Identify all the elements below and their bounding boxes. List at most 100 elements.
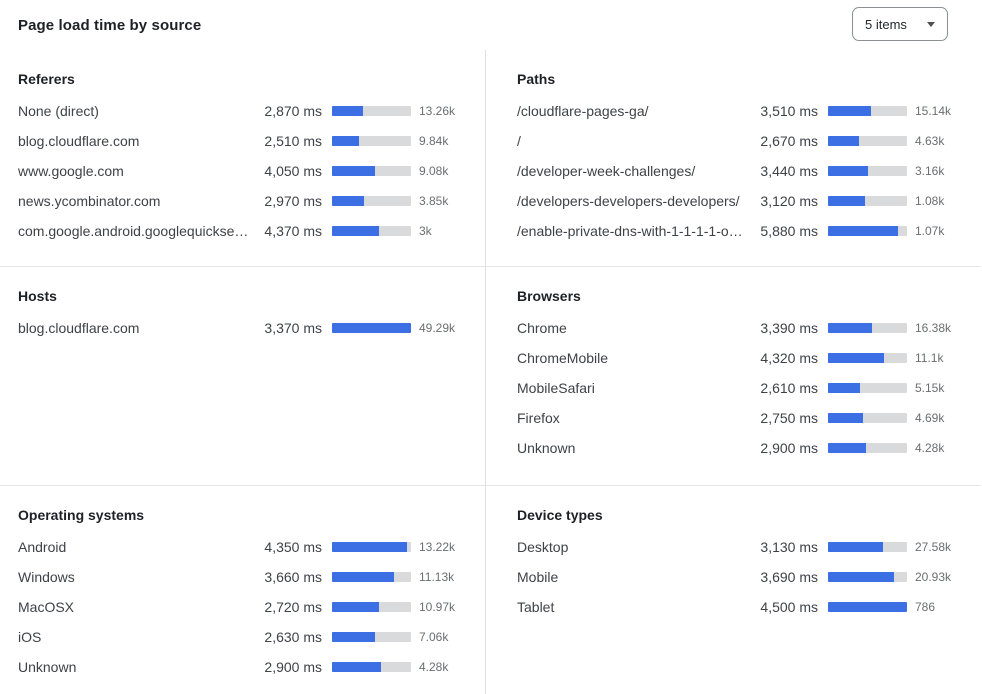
row-bar-fill bbox=[828, 572, 894, 582]
metric-row[interactable]: iOS 2,630 ms 7.06k bbox=[18, 622, 469, 652]
row-count: 10.97k bbox=[419, 600, 456, 614]
panel-browsers: Browsers Chrome 3,390 ms 16.38k ChromeMobile… bbox=[486, 266, 981, 485]
row-count: 9.08k bbox=[419, 164, 449, 178]
panel-device-types: Device types Desktop 3,130 ms 27.58k Mobile 3… bbox=[486, 485, 981, 694]
row-label: Tablet bbox=[517, 599, 555, 615]
metric-row[interactable]: Firefox 2,750 ms 4.69k bbox=[517, 403, 965, 433]
metric-row[interactable]: Android 4,350 ms 13.22k bbox=[18, 532, 469, 562]
row-bar-fill bbox=[332, 226, 380, 236]
row-load-time: 5,880 ms bbox=[760, 223, 818, 239]
row-bar-track bbox=[332, 226, 411, 236]
row-bar-track bbox=[332, 196, 411, 206]
metric-row[interactable]: /developers-developers-developers/3,120 … bbox=[517, 186, 965, 216]
row-load-time: 3,690 ms bbox=[760, 569, 818, 585]
widget-header: Page load time by source 5 items bbox=[0, 0, 982, 50]
row-bar-track bbox=[828, 602, 907, 612]
row-count: 20.93k bbox=[915, 570, 952, 584]
row-label: news.ycombinator.com bbox=[18, 193, 161, 209]
metric-row[interactable]: news.ycombinator.com 2,970 ms 3.85k bbox=[18, 186, 469, 216]
row-count: 4.28k bbox=[915, 441, 945, 455]
metric-row[interactable]: Windows 3,660 ms 11.13k bbox=[18, 562, 469, 592]
row-bar-track bbox=[332, 632, 411, 642]
metric-row[interactable]: /developer-week-challenges/3,440 ms 3.16k bbox=[517, 156, 965, 186]
row-label: Desktop bbox=[517, 539, 569, 555]
row-bar-fill bbox=[332, 602, 379, 612]
row-count: 11.1k bbox=[915, 351, 944, 365]
row-bar-track bbox=[828, 542, 907, 552]
chevron-down-icon bbox=[927, 21, 935, 27]
metric-row[interactable]: com.google.android.googlequicksearc… 4,37… bbox=[18, 216, 469, 246]
row-count: 5.15k bbox=[915, 381, 945, 395]
metric-row[interactable]: Unknown 2,900 ms 4.28k bbox=[18, 652, 469, 682]
row-bar-track bbox=[828, 413, 907, 423]
metric-row[interactable]: Mobile 3,690 ms 20.93k bbox=[517, 562, 965, 592]
row-count: 16.38k bbox=[915, 321, 952, 335]
row-bar-track bbox=[828, 166, 907, 176]
row-load-time: 2,970 ms bbox=[264, 193, 322, 209]
metric-row[interactable]: / 2,670 ms 4.63k bbox=[517, 126, 965, 156]
row-label: None (direct) bbox=[18, 103, 99, 119]
row-count: 1.07k bbox=[915, 224, 945, 238]
row-bar-track bbox=[828, 443, 907, 453]
row-load-time: 3,440 ms bbox=[760, 163, 818, 179]
metric-row[interactable]: www.google.com 4,050 ms 9.08k bbox=[18, 156, 469, 186]
row-label: www.google.com bbox=[18, 163, 124, 179]
row-count: 4.28k bbox=[419, 660, 449, 674]
panel-operating-systems: Operating systems Android 4,350 ms 13.22k Wi… bbox=[0, 485, 485, 694]
row-bar-fill bbox=[828, 106, 871, 116]
panels-grid: Referers None (direct) 2,870 ms 13.26k blog.… bbox=[0, 50, 982, 694]
row-bar-track bbox=[828, 196, 907, 206]
row-label: com.google.android.googlequicksearc… bbox=[18, 223, 258, 239]
row-bar-fill bbox=[828, 226, 899, 236]
metric-row[interactable]: Tablet 4,500 ms 786 bbox=[517, 592, 965, 622]
metric-row[interactable]: Desktop 3,130 ms 27.58k bbox=[517, 532, 965, 562]
row-bar-fill bbox=[332, 323, 411, 333]
panel-title: Referers bbox=[18, 71, 75, 87]
metric-row[interactable]: MacOSX 2,720 ms 10.97k bbox=[18, 592, 469, 622]
row-load-time: 2,870 ms bbox=[264, 103, 322, 119]
row-bar-track bbox=[332, 602, 411, 612]
row-bar-fill bbox=[332, 632, 376, 642]
metric-row[interactable]: blog.cloudflare.com 3,370 ms 49.29k bbox=[18, 313, 469, 343]
row-count: 7.06k bbox=[419, 630, 449, 644]
row-bar-fill bbox=[332, 662, 381, 672]
row-label: Windows bbox=[18, 569, 75, 585]
row-bar-track bbox=[332, 106, 411, 116]
right-column: Paths/cloudflare-pages-ga/3,510 ms 15.14k… bbox=[486, 50, 981, 694]
row-label: Android bbox=[18, 539, 67, 555]
row-bar-track bbox=[828, 323, 907, 333]
row-bar-track bbox=[332, 323, 411, 333]
row-count: 3k bbox=[419, 224, 432, 238]
metric-row[interactable]: Unknown 2,900 ms 4.28k bbox=[517, 433, 965, 463]
row-load-time: 2,670 ms bbox=[760, 133, 818, 149]
row-load-time: 2,900 ms bbox=[760, 440, 818, 456]
row-count: 4.69k bbox=[915, 411, 945, 425]
metric-row[interactable]: None (direct) 2,870 ms 13.26k bbox=[18, 96, 469, 126]
metric-row[interactable]: /cloudflare-pages-ga/3,510 ms 15.14k bbox=[517, 96, 965, 126]
metric-row[interactable]: MobileSafari 2,610 ms 5.15k bbox=[517, 373, 965, 403]
row-count: 49.29k bbox=[419, 321, 456, 335]
metric-row[interactable]: blog.cloudflare.com 2,510 ms 9.84k bbox=[18, 126, 469, 156]
metric-row[interactable]: ChromeMobile 4,320 ms 11.1k bbox=[517, 343, 965, 373]
row-label: Firefox bbox=[517, 410, 560, 426]
items-count-select[interactable]: 5 items bbox=[852, 7, 948, 41]
row-bar-fill bbox=[828, 323, 873, 333]
panel-referers: Referers None (direct) 2,870 ms 13.26k blog.… bbox=[0, 50, 485, 266]
metric-row[interactable]: Chrome 3,390 ms 16.38k bbox=[517, 313, 965, 343]
items-count-label: 5 items bbox=[865, 16, 907, 32]
row-bar-track bbox=[332, 542, 411, 552]
panel-hosts: Hosts blog.cloudflare.com 3,370 ms 49.29k bbox=[0, 266, 485, 485]
row-bar-fill bbox=[332, 196, 365, 206]
metric-row[interactable]: /enable-private-dns-with-1-1-1-1-on-… 5,8… bbox=[517, 216, 965, 246]
row-bar-track bbox=[332, 572, 411, 582]
row-count: 9.84k bbox=[419, 134, 449, 148]
row-count: 15.14k bbox=[915, 104, 952, 118]
panel-title: Paths bbox=[517, 71, 556, 87]
row-load-time: 2,720 ms bbox=[264, 599, 322, 615]
row-bar-fill bbox=[828, 383, 861, 393]
row-count: 786 bbox=[915, 600, 936, 614]
row-load-time: 2,900 ms bbox=[264, 659, 322, 675]
row-bar-fill bbox=[828, 353, 885, 363]
row-bar-track bbox=[332, 166, 411, 176]
